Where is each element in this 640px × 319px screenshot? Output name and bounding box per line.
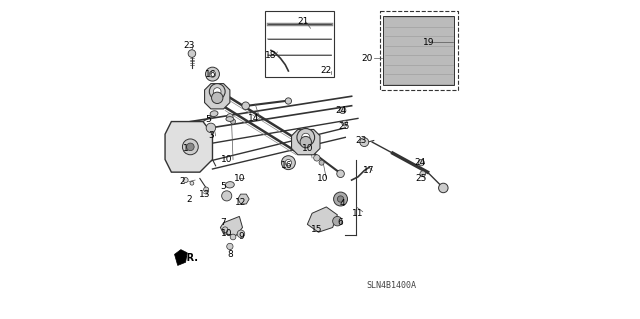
Polygon shape <box>175 250 187 265</box>
Circle shape <box>190 181 194 185</box>
Text: 25: 25 <box>338 122 349 131</box>
Text: 21: 21 <box>297 18 308 26</box>
Circle shape <box>333 216 342 226</box>
Circle shape <box>212 92 223 104</box>
Text: 25: 25 <box>415 174 427 183</box>
Text: 10: 10 <box>301 144 313 153</box>
Circle shape <box>227 243 233 250</box>
Text: SLN4B1400A: SLN4B1400A <box>366 281 416 291</box>
Circle shape <box>314 155 320 161</box>
Circle shape <box>300 137 312 148</box>
Circle shape <box>237 230 244 238</box>
Circle shape <box>301 133 310 141</box>
Text: 3: 3 <box>208 131 214 140</box>
Circle shape <box>333 192 348 206</box>
Circle shape <box>209 71 216 77</box>
Circle shape <box>213 88 221 95</box>
Circle shape <box>420 171 426 177</box>
Text: 5: 5 <box>205 115 211 124</box>
Text: 10: 10 <box>317 174 329 183</box>
Text: 6: 6 <box>338 218 344 227</box>
Polygon shape <box>383 16 454 85</box>
Circle shape <box>227 114 233 120</box>
Circle shape <box>418 160 424 166</box>
Text: 11: 11 <box>352 209 364 218</box>
Circle shape <box>337 196 344 202</box>
Text: 1: 1 <box>183 144 189 153</box>
Text: 9: 9 <box>238 233 244 241</box>
Circle shape <box>319 160 324 165</box>
Ellipse shape <box>226 117 234 122</box>
Text: 19: 19 <box>423 38 435 47</box>
Text: 2: 2 <box>180 177 185 186</box>
Text: 4: 4 <box>339 199 345 208</box>
Text: 10: 10 <box>234 174 245 183</box>
Text: 10: 10 <box>221 229 232 238</box>
Text: 24: 24 <box>414 158 425 167</box>
Polygon shape <box>220 216 243 235</box>
Text: 22: 22 <box>321 66 332 76</box>
Text: 24: 24 <box>335 106 346 115</box>
Circle shape <box>204 187 209 192</box>
Polygon shape <box>307 207 337 232</box>
Circle shape <box>183 178 188 182</box>
Text: 13: 13 <box>199 190 211 199</box>
Circle shape <box>340 107 346 114</box>
Text: 23: 23 <box>183 41 195 50</box>
Circle shape <box>206 123 216 133</box>
Ellipse shape <box>225 182 234 188</box>
Polygon shape <box>205 84 230 109</box>
Circle shape <box>285 98 292 104</box>
Text: 23: 23 <box>355 136 367 145</box>
Text: 15: 15 <box>311 225 323 234</box>
Text: 18: 18 <box>265 51 276 60</box>
Text: FR.: FR. <box>180 253 198 263</box>
Text: 14: 14 <box>248 114 259 123</box>
Polygon shape <box>165 122 212 172</box>
Circle shape <box>222 227 228 233</box>
Circle shape <box>230 234 236 240</box>
Polygon shape <box>238 194 249 204</box>
Circle shape <box>242 102 250 109</box>
Circle shape <box>342 120 348 126</box>
Circle shape <box>230 119 236 124</box>
Ellipse shape <box>210 111 218 116</box>
Text: 2: 2 <box>186 195 191 204</box>
Text: 17: 17 <box>364 166 375 175</box>
Circle shape <box>188 50 196 57</box>
Text: 7: 7 <box>221 218 227 227</box>
Circle shape <box>186 143 194 151</box>
Circle shape <box>360 138 369 146</box>
Text: 5: 5 <box>221 182 227 191</box>
Circle shape <box>285 160 292 166</box>
Circle shape <box>297 129 315 146</box>
Circle shape <box>221 191 232 201</box>
Circle shape <box>282 156 295 170</box>
Text: 12: 12 <box>236 198 246 207</box>
Circle shape <box>337 170 344 178</box>
Circle shape <box>205 67 220 81</box>
Circle shape <box>438 183 448 193</box>
Text: 8: 8 <box>227 250 233 259</box>
Circle shape <box>209 84 225 100</box>
Polygon shape <box>292 130 320 155</box>
Text: 16: 16 <box>281 161 292 170</box>
Text: 20: 20 <box>362 54 373 63</box>
Circle shape <box>182 139 198 155</box>
Text: 10: 10 <box>221 155 232 164</box>
Text: 16: 16 <box>205 70 217 78</box>
